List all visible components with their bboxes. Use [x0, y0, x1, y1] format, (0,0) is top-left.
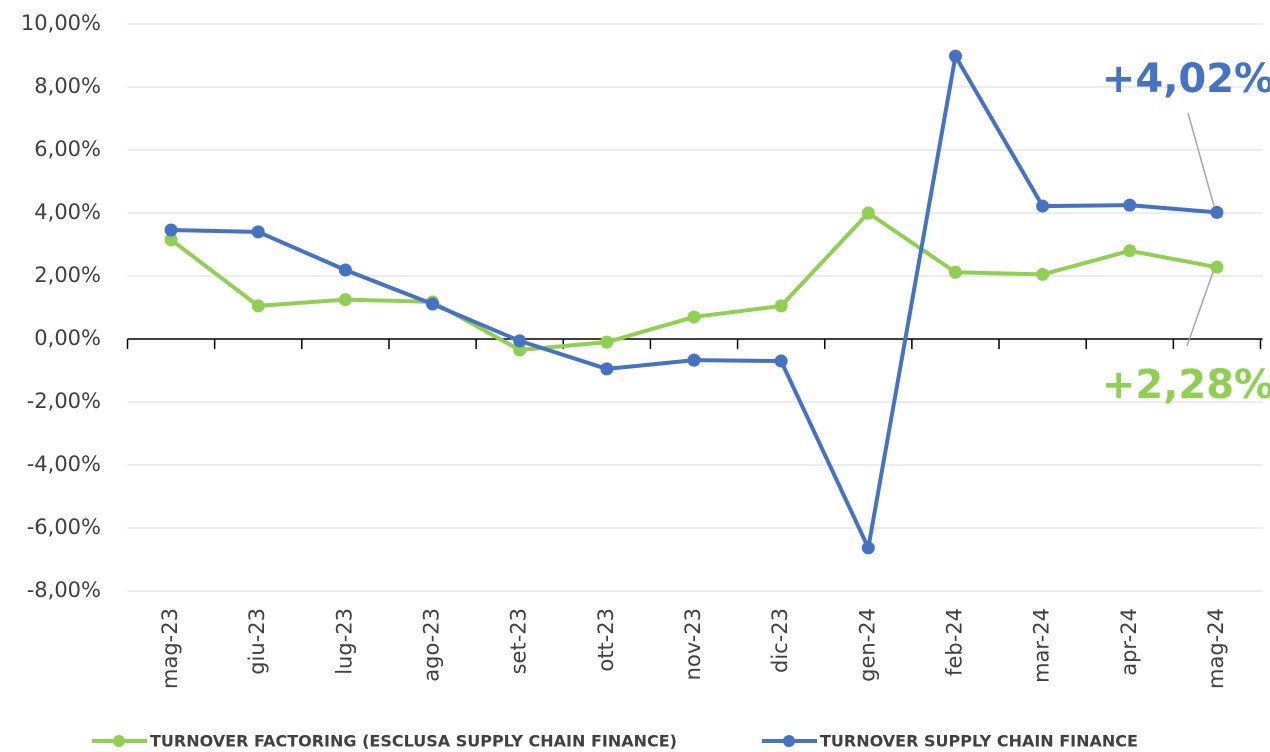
- x-tick-label: nov-23: [681, 608, 705, 680]
- annotation: +2,28%: [1102, 362, 1270, 408]
- y-tick-label: 4,00%: [34, 200, 101, 224]
- series-line: [169, 211, 1218, 353]
- x-tick-label: mag-24: [1204, 608, 1228, 689]
- point: [426, 297, 440, 311]
- point: [687, 353, 701, 367]
- point: [1123, 198, 1137, 212]
- point: [1210, 205, 1224, 219]
- point: [1123, 244, 1137, 258]
- legend-marker: [113, 735, 125, 747]
- leader-line: [1187, 112, 1215, 207]
- y-tick-label: -8,00%: [27, 578, 101, 602]
- point: [774, 354, 788, 368]
- x-tick-label: giu-23: [245, 608, 269, 675]
- y-tick-label: -4,00%: [27, 452, 101, 476]
- y-tick-label: 2,00%: [34, 263, 101, 287]
- point: [1036, 267, 1050, 281]
- point: [513, 334, 527, 348]
- point: [338, 263, 352, 277]
- y-tick-label: 0,00%: [34, 326, 101, 350]
- y-tick-label: 10,00%: [21, 11, 101, 35]
- x-tick-label: ago-23: [420, 608, 444, 682]
- point: [251, 225, 265, 239]
- y-tick-label: 6,00%: [34, 137, 101, 161]
- point: [600, 362, 614, 376]
- point: [1210, 260, 1224, 274]
- x-tick-label: mar-24: [1030, 608, 1054, 683]
- point: [600, 335, 614, 349]
- point: [948, 265, 962, 279]
- x-tick-label: set-23: [507, 608, 531, 674]
- point: [948, 49, 962, 63]
- point: [338, 293, 352, 307]
- y-tick-label: -2,00%: [27, 389, 101, 413]
- x-tick-label: dic-23: [768, 608, 792, 673]
- legend-marker: [783, 735, 795, 747]
- x-tick-label: lug-23: [332, 608, 356, 675]
- legend-item: TURNOVER FACTORING (ESCLUSA SUPPLY CHAIN…: [92, 732, 677, 751]
- leader-line: [1186, 271, 1214, 347]
- point: [861, 206, 875, 220]
- x-tick-label: gen-24: [855, 608, 879, 682]
- point: [687, 310, 701, 324]
- point: [774, 299, 788, 313]
- point: [251, 299, 265, 313]
- x-tick-label: apr-24: [1117, 608, 1141, 676]
- point: [1036, 199, 1050, 213]
- y-tick-label: -6,00%: [27, 515, 101, 539]
- point: [164, 233, 178, 247]
- point: [164, 223, 178, 237]
- x-tick-label: ott-23: [594, 608, 618, 672]
- point: [513, 343, 527, 357]
- x-tick-label: feb-24: [942, 608, 966, 676]
- legend-label: TURNOVER FACTORING (ESCLUSA SUPPLY CHAIN…: [150, 732, 677, 751]
- x-tick-label: mag-23: [158, 608, 182, 689]
- annotation: +4,02%: [1102, 56, 1270, 102]
- y-tick-label: 8,00%: [34, 74, 101, 98]
- legend-label: TURNOVER SUPPLY CHAIN FINANCE: [820, 732, 1138, 751]
- point: [861, 541, 875, 555]
- legend-item: TURNOVER SUPPLY CHAIN FINANCE: [762, 732, 1138, 751]
